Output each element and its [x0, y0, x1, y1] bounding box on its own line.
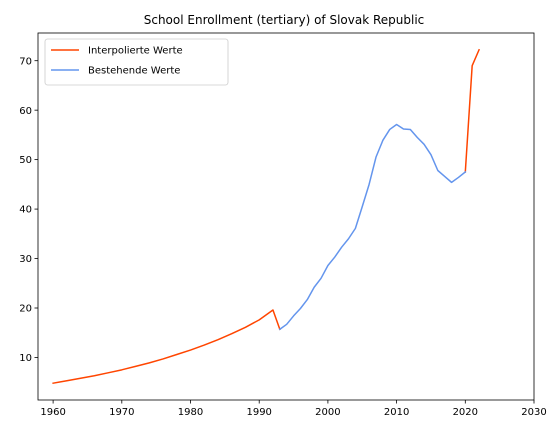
x-tick-label: 2020: [453, 407, 478, 418]
x-tick-label: 1990: [246, 407, 271, 418]
series-line-2-segment-1: [278, 123, 467, 331]
y-tick-label: 60: [19, 106, 32, 117]
chart-title: School Enrollment (tertiary) of Slovak R…: [144, 13, 425, 27]
y-tick-label: 40: [19, 205, 32, 216]
plot-frame: [37, 32, 535, 401]
legend-label-2: Bestehende Werte: [88, 66, 180, 77]
legend-box: [44, 38, 229, 86]
x-tick-label: 2010: [384, 407, 409, 418]
x-tick-label: 1970: [109, 407, 134, 418]
y-tick-label: 30: [19, 254, 32, 265]
y-tick-label: 20: [19, 304, 32, 315]
plot-lines: [52, 48, 481, 385]
y-tick-label: 70: [19, 56, 32, 67]
legend: Interpolierte Werte Bestehende Werte: [44, 38, 229, 86]
x-tick-label: 2030: [521, 407, 546, 418]
axes: 1960 1970 1980 1990 2000 2010 2020 203010203040…: [19, 32, 547, 418]
x-tick-label: 1980: [178, 407, 203, 418]
series-line-1-segment-1: [52, 309, 281, 385]
x-tick-label: 1960: [40, 407, 65, 418]
x-tick-label: 2000: [315, 407, 340, 418]
series-line-1-segment-2: [464, 48, 481, 173]
y-tick-label: 50: [19, 155, 32, 166]
legend-label-1: Interpolierte Werte: [88, 46, 183, 57]
y-tick-label: 10: [19, 353, 32, 364]
